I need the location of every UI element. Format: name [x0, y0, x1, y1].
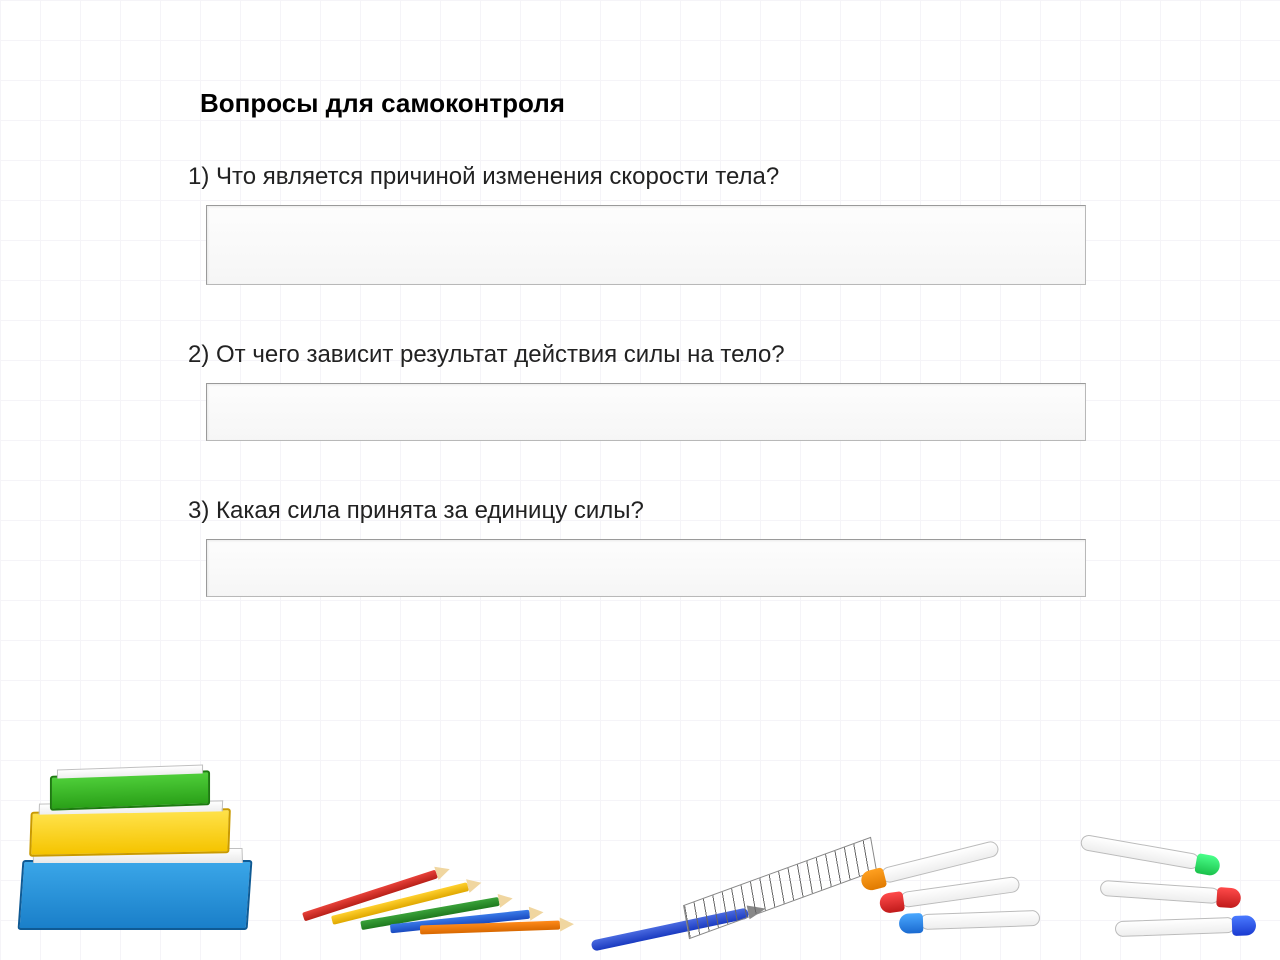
- question-1-number: 1): [188, 163, 209, 190]
- question-1-text: 1) Что является причиной изменения скоро…: [188, 163, 1180, 191]
- decorative-footer: [0, 760, 1280, 960]
- answer-box-3[interactable]: [206, 539, 1086, 597]
- marker-red-icon: [899, 876, 1020, 909]
- book-yellow-icon: [29, 808, 231, 856]
- question-1: 1) Что является причиной изменения скоро…: [188, 163, 1180, 285]
- ruler-icon: [683, 837, 877, 939]
- question-2: 2) От чего зависит результат действия си…: [188, 341, 1180, 441]
- page-title: Вопросы для самоконтроля: [200, 88, 1180, 119]
- question-2-label: От чего зависит результат действия силы …: [216, 341, 785, 368]
- marker-blue-icon: [920, 910, 1040, 930]
- worksheet-content: Вопросы для самоконтроля 1) Что является…: [0, 0, 1280, 597]
- question-3-number: 3): [188, 497, 209, 524]
- marker-orange-icon: [880, 840, 1000, 885]
- question-2-text: 2) От чего зависит результат действия си…: [188, 341, 1180, 369]
- book-blue-icon: [18, 860, 253, 930]
- book-green-icon: [50, 770, 210, 811]
- question-3: 3) Какая сила принята за единицу силы?: [188, 497, 1180, 597]
- marker-blue2-icon: [1115, 917, 1235, 937]
- answer-box-1[interactable]: [206, 205, 1086, 285]
- question-3-label: Какая сила принята за единицу силы?: [216, 497, 644, 524]
- marker-green-icon: [1080, 834, 1201, 871]
- answer-box-2[interactable]: [206, 383, 1086, 441]
- marker-red2-icon: [1100, 880, 1221, 904]
- question-1-label: Что является причиной изменения скорости…: [216, 163, 779, 190]
- question-3-text: 3) Какая сила принята за единицу силы?: [188, 497, 1180, 525]
- question-2-number: 2): [188, 341, 209, 368]
